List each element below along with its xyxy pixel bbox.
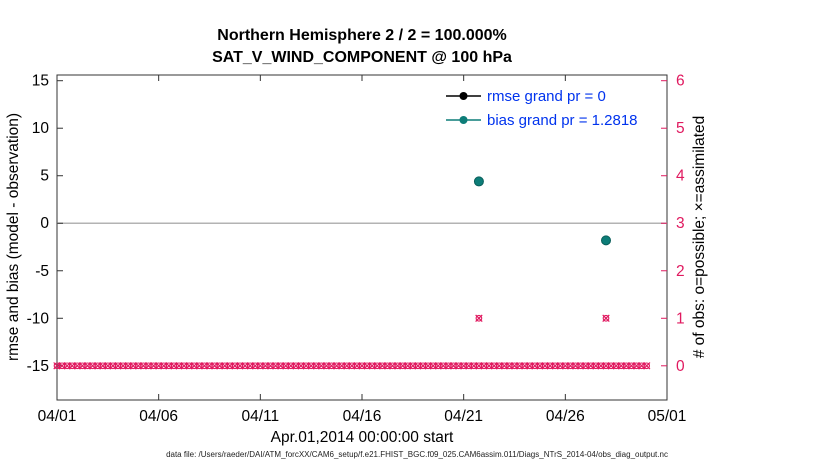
y-tick-label-right: 3 (676, 215, 685, 232)
y-tick-label-left: -10 (27, 310, 50, 327)
y-tick-label-left: 10 (32, 120, 50, 137)
y-tick-label-right: 4 (676, 168, 685, 185)
plot-title-line2: SAT_V_WIND_COMPONENT @ 100 hPa (212, 49, 512, 66)
y-tick-label-right: 2 (676, 263, 685, 280)
obs-possible-marker-icon (643, 362, 651, 370)
x-tick-label: 04/16 (343, 408, 382, 425)
obs-possible-marker-icon (602, 314, 610, 322)
obs-possible-marker-icon (475, 314, 483, 322)
legend-bias-marker-icon (459, 116, 468, 124)
legend-rmse-marker-icon (459, 92, 468, 100)
obs-count-markers-layer (53, 314, 651, 370)
bias-point (473, 176, 484, 187)
x-tick-label: 04/21 (444, 408, 483, 425)
y-tick-label-right: 1 (676, 310, 685, 327)
y-tick-label-right: 6 (676, 73, 685, 90)
x-tick-label: 04/26 (546, 408, 585, 425)
x-tick-label: 04/01 (38, 408, 77, 425)
y-tick-label-left: -15 (27, 358, 49, 375)
x-tick-label: 05/01 (648, 408, 687, 425)
legend: rmse grand pr = 0 bias grand pr = 1.2818 (446, 88, 638, 129)
bias-point (601, 235, 611, 246)
obs-assimilated-marker-icon (475, 314, 483, 322)
x-axis-label: Apr.01,2014 00:00:00 start (271, 429, 454, 446)
obs-assimilated-marker-icon (642, 362, 651, 370)
series-markers-layer (473, 176, 611, 246)
y-axis-label-right: # of obs: o=possible; ×=assimilated (691, 116, 708, 359)
axis-ticks-layer: 04/01 04/06 04/11 04/16 04/21 04/26 05/01 -15 -1… (27, 73, 687, 425)
y-tick-label-left: 5 (40, 168, 49, 185)
x-tick-label: 04/06 (139, 408, 178, 425)
legend-bias-label: bias grand pr = 1.2818 (487, 112, 638, 129)
y-tick-label-right: 5 (676, 120, 685, 137)
y-tick-label-left: 0 (40, 215, 49, 232)
obs-assimilated-marker-icon (602, 314, 610, 322)
y-tick-label-right: 0 (676, 358, 685, 375)
y-tick-label-left: 15 (32, 73, 49, 90)
y-tick-label-left: -5 (35, 263, 49, 280)
data-file-caption: data file: /Users/raeder/DAI/ATM_forcXX/… (166, 450, 668, 459)
x-tick-label: 04/11 (242, 408, 280, 425)
legend-rmse-label: rmse grand pr = 0 (487, 88, 606, 105)
y-axis-label-left: rmse and bias (model - observation) (5, 113, 22, 361)
plot-title-line1: Northern Hemisphere 2 / 2 = 100.000% (217, 27, 506, 44)
